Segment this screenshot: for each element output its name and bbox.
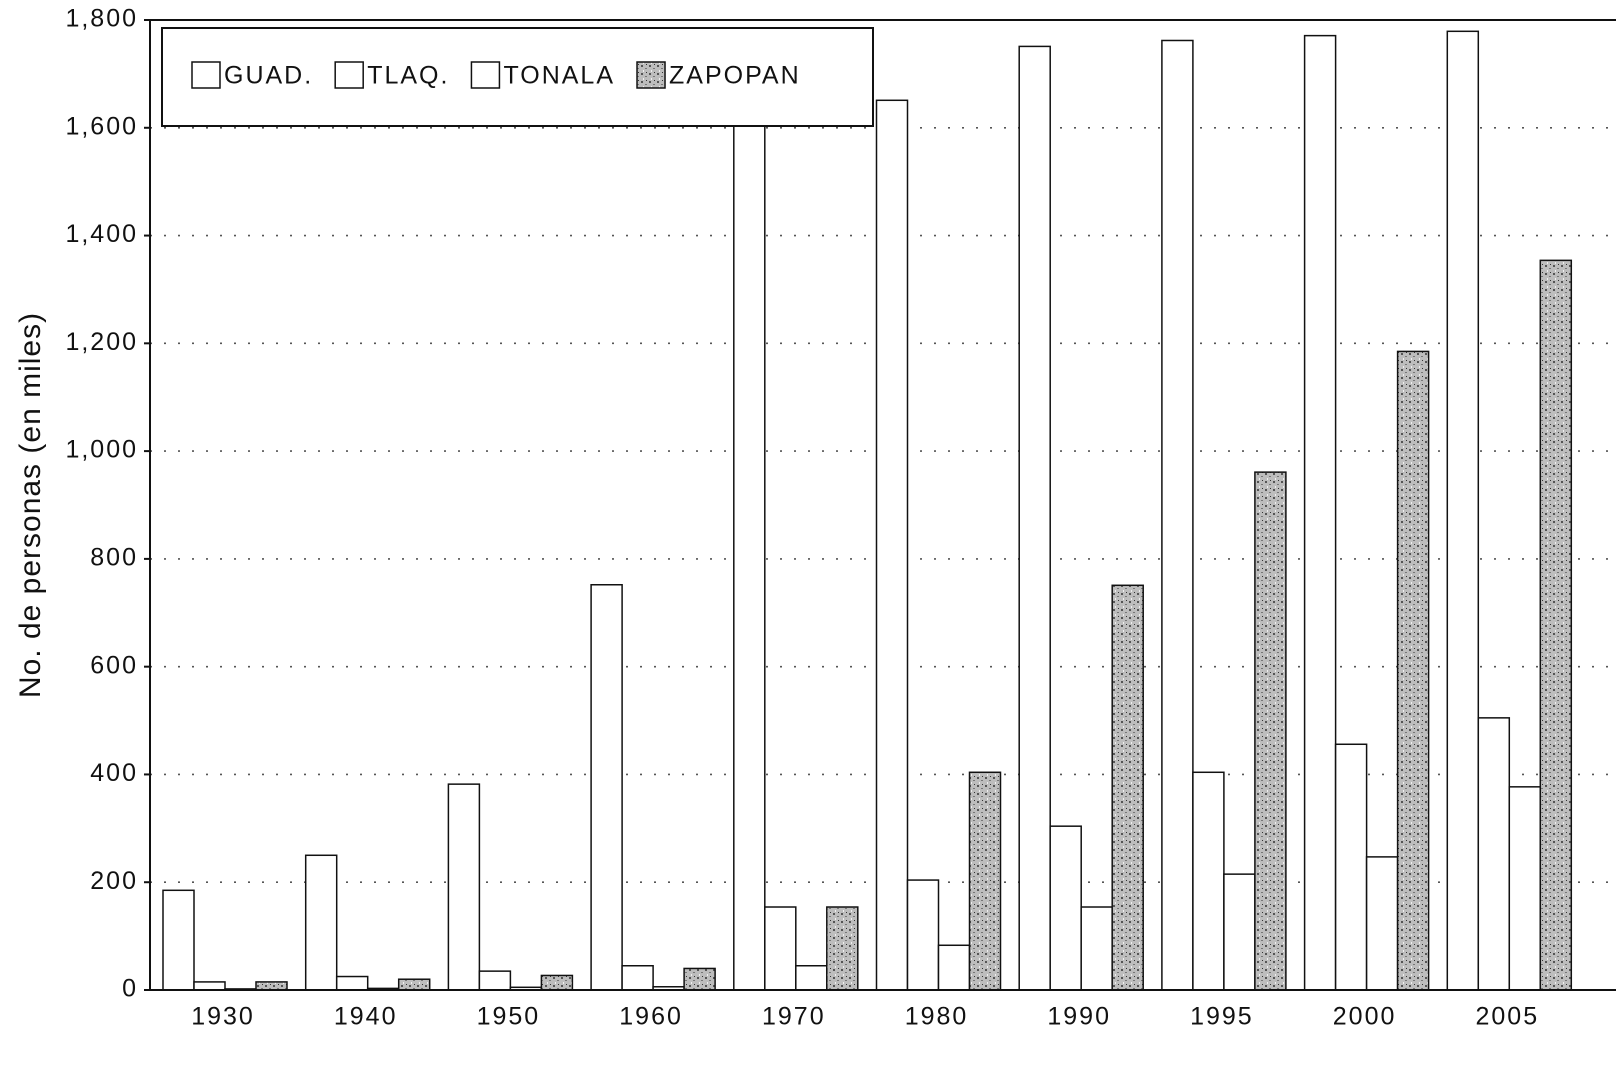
x-tick-label: 1995: [1190, 1003, 1254, 1031]
bar: [1111, 584, 1144, 991]
bar: [764, 906, 797, 991]
bar: [1303, 34, 1337, 991]
y-tick-label: 0: [122, 975, 138, 1003]
bar: [1539, 259, 1573, 991]
bar: [733, 105, 766, 991]
bar: [335, 975, 369, 991]
bar: [1508, 786, 1542, 991]
bar: [1477, 717, 1511, 991]
bar: [162, 889, 195, 991]
legend-label: GUAD.: [224, 62, 313, 90]
x-tick-label: 1940: [334, 1003, 398, 1031]
x-tick-label: 2005: [1475, 1003, 1539, 1031]
bar: [590, 584, 623, 991]
bar: [1161, 39, 1194, 991]
y-tick-label: 1,800: [65, 5, 138, 33]
bar: [906, 879, 940, 991]
y-tick-label: 200: [90, 867, 138, 895]
y-axis-label: No. de personas (en miles): [14, 312, 47, 698]
legend-label: TLAQ.: [367, 62, 449, 90]
legend-swatch: [334, 61, 364, 89]
bar: [968, 771, 1002, 991]
bar: [1018, 45, 1051, 991]
bar: [478, 970, 512, 991]
bar: [937, 944, 971, 991]
bar: [1446, 30, 1480, 991]
legend-label: ZAPOPAN: [669, 62, 801, 90]
x-tick-label: 2000: [1333, 1003, 1397, 1031]
bar: [1080, 906, 1113, 991]
bar: [447, 783, 481, 991]
x-tick-label: 1980: [905, 1003, 969, 1031]
bar: [397, 978, 431, 991]
x-tick-label: 1970: [762, 1003, 826, 1031]
bar: [621, 965, 654, 991]
bar: [875, 99, 909, 991]
x-tick-label: 1960: [619, 1003, 683, 1031]
legend-swatch: [191, 61, 221, 89]
bar: [193, 981, 226, 991]
bar: [826, 906, 859, 991]
y-tick-label: 800: [90, 543, 138, 571]
bar: [255, 981, 288, 991]
y-tick-label: 1,400: [65, 220, 138, 248]
bar: [304, 854, 338, 991]
legend-swatch: [470, 61, 501, 89]
legend-swatch: [636, 61, 666, 89]
bar: [1049, 825, 1082, 991]
legend-label: TONALA: [503, 62, 615, 90]
bar: [1223, 873, 1256, 991]
bar: [1396, 350, 1430, 991]
bar: [540, 974, 574, 991]
bar: [683, 967, 716, 991]
x-tick-label: 1950: [477, 1003, 541, 1031]
bar: [1365, 856, 1399, 991]
y-tick-label: 1,000: [65, 436, 138, 464]
legend-box: [161, 27, 874, 127]
bar: [1254, 471, 1287, 991]
y-tick-label: 1,200: [65, 328, 138, 356]
x-tick-label: 1990: [1047, 1003, 1111, 1031]
bar: [1334, 743, 1368, 991]
y-tick-label: 400: [90, 759, 138, 787]
bar: [795, 965, 828, 991]
y-tick-label: 1,600: [65, 112, 138, 140]
x-tick-label: 1930: [191, 1003, 255, 1031]
y-tick-label: 600: [90, 651, 138, 679]
bar: [1192, 771, 1225, 991]
